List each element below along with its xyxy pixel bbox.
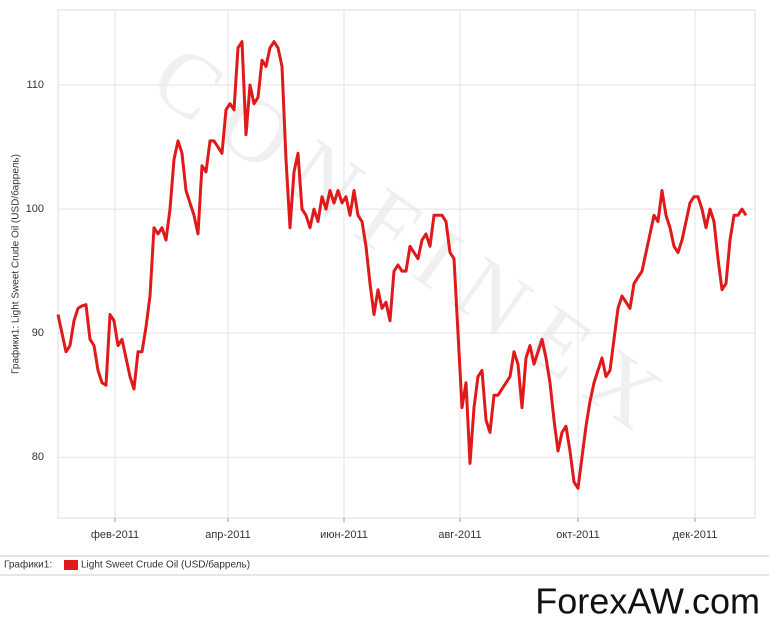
x-tick-label: дек-2011 bbox=[673, 529, 718, 541]
legend-label[interactable]: Light Sweet Crude Oil (USD/баррель) bbox=[81, 559, 250, 571]
x-tick-label: окт-2011 bbox=[556, 529, 599, 541]
brand: ForexAW.com bbox=[535, 581, 760, 622]
x-tick-label: июн-2011 bbox=[320, 529, 368, 541]
watermark: CONFINEX bbox=[135, 26, 696, 460]
legend-prefix: Графики1: bbox=[4, 559, 52, 571]
series-line bbox=[56, 40, 748, 490]
x-tick-label: апр-2011 bbox=[205, 529, 251, 541]
y-tick-label: 110 bbox=[26, 79, 44, 91]
y-tick-label: 100 bbox=[26, 203, 44, 215]
legend-swatch bbox=[64, 560, 78, 570]
y-tick-label: 80 bbox=[32, 451, 44, 463]
y-axis-label: Графики1: Light Sweet Crude Oil (USD/бар… bbox=[10, 154, 22, 374]
y-tick-label: 90 bbox=[32, 327, 44, 339]
plot-area bbox=[57, 9, 756, 519]
x-tick-label: авг-2011 bbox=[438, 529, 481, 541]
x-tick-label: фев-2011 bbox=[91, 529, 139, 541]
